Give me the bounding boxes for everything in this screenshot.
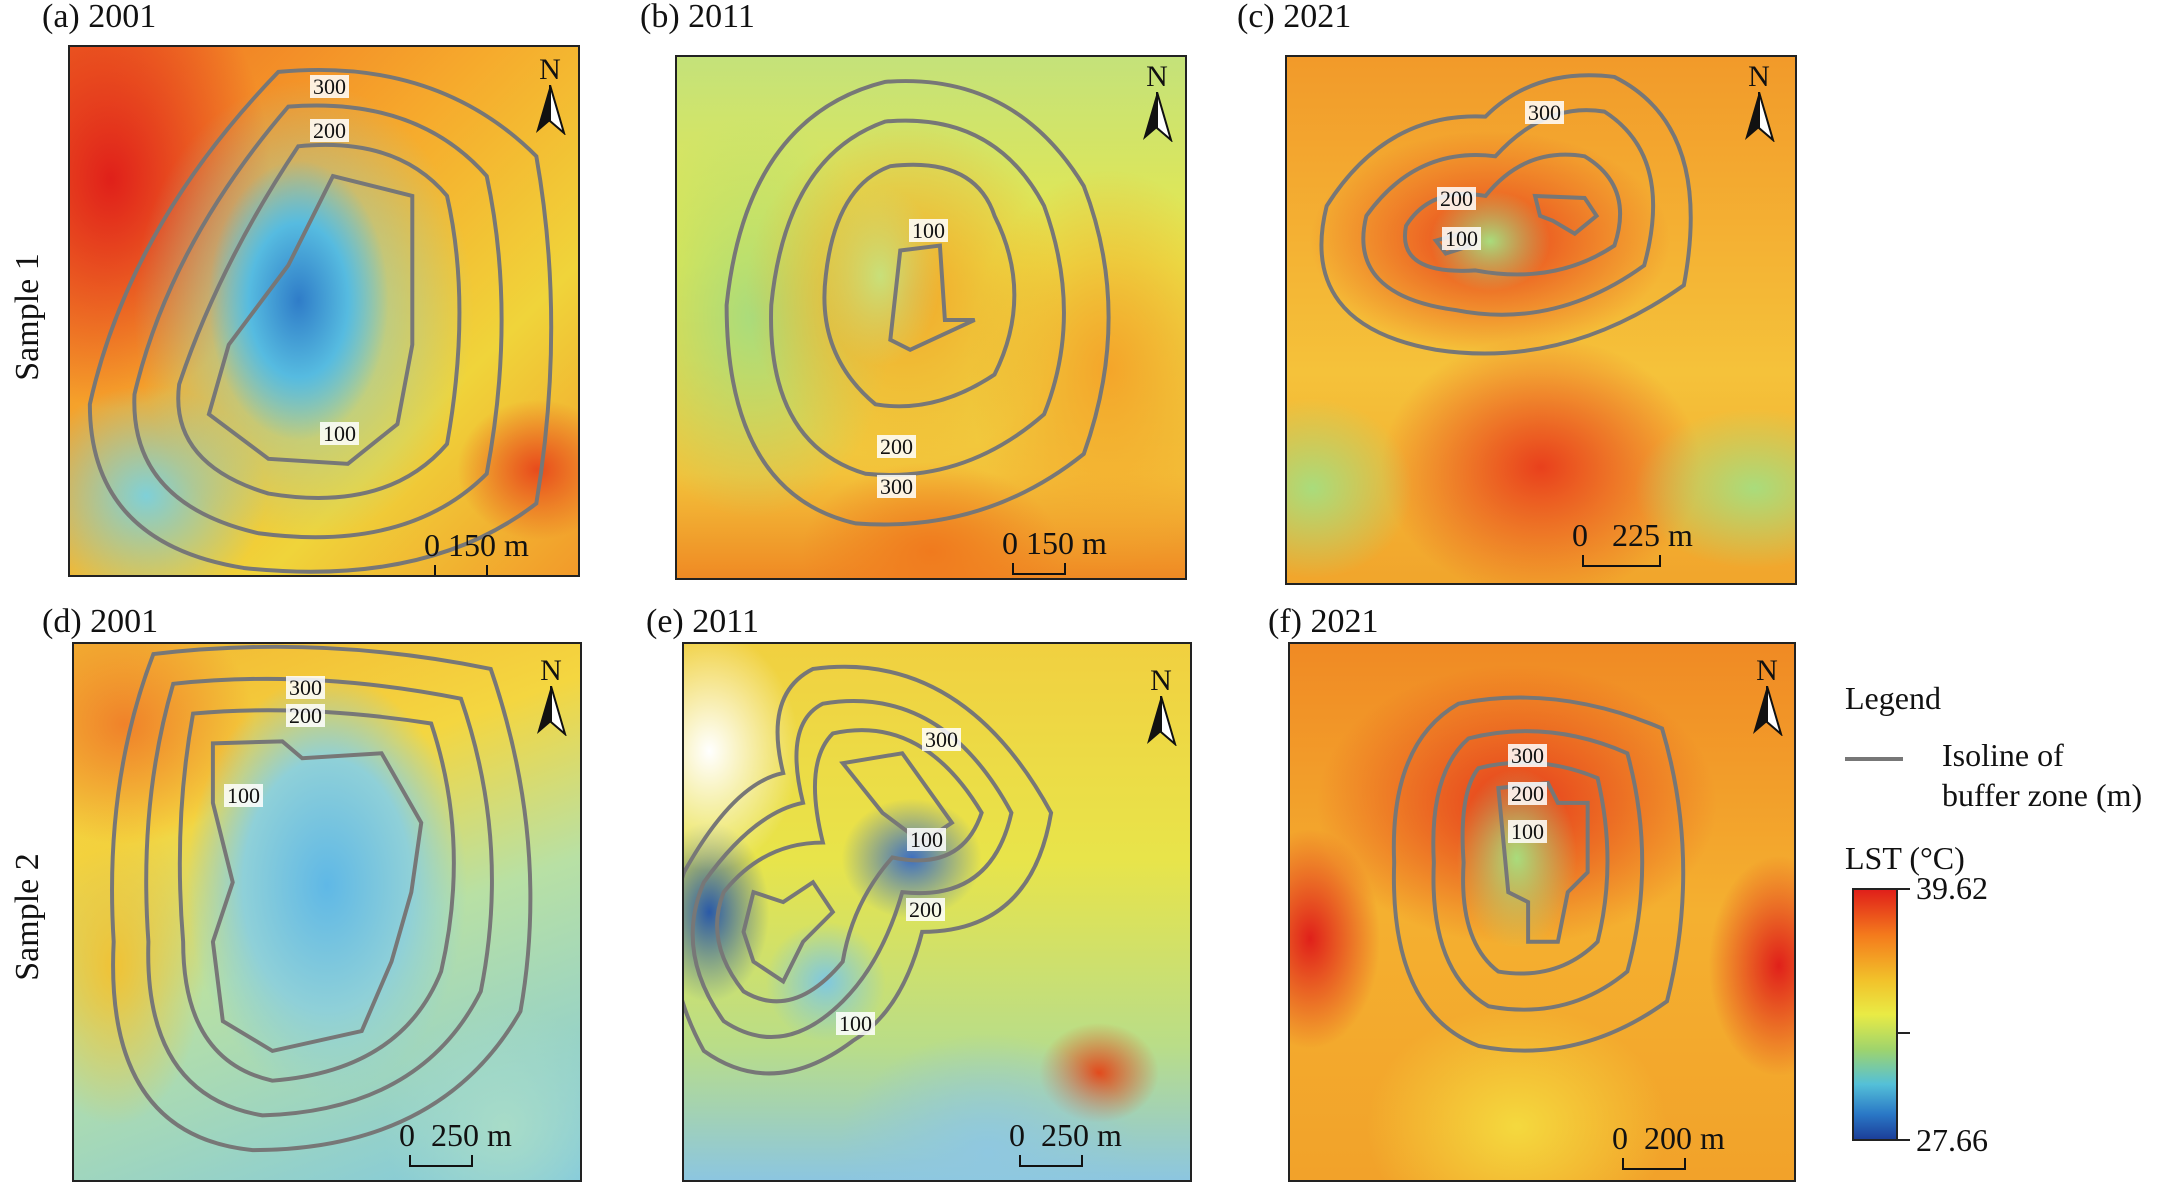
isoline-400-f — [1391, 695, 1686, 1053]
lst-colorbar — [1852, 888, 1898, 1141]
scale-bar-c: 0 225 m — [1572, 519, 1693, 567]
isoline-label-300-d: 300 — [286, 676, 325, 699]
north-arrow-icon — [1147, 695, 1177, 747]
map-panel-d: 300 200 100 N 0 250 m — [72, 642, 582, 1182]
map-panel-e: 300 100 200 100 N 0 250 m — [682, 642, 1192, 1182]
isoline-label-200-a: 200 — [310, 119, 349, 142]
map-panel-c: 300 200 100 N 0 225 m — [1285, 55, 1797, 585]
panel-f-title: (f) 2021 — [1268, 603, 1379, 640]
isoline-label-300-c: 300 — [1525, 101, 1564, 124]
panel-c-title: (c) 2021 — [1237, 0, 1352, 35]
north-arrow-icon — [1745, 91, 1775, 143]
isoline-label-200-f: 200 — [1508, 782, 1547, 805]
isoline-300-a — [132, 103, 504, 540]
colorbar-tick-max — [1898, 888, 1910, 890]
isoline-300-f — [1431, 729, 1645, 1012]
north-arrow-b: N — [1135, 62, 1179, 143]
row-label-sample-2: Sample 2 — [9, 853, 46, 981]
panel-b-title: (b) 2011 — [640, 0, 755, 35]
scale-bar-d: 0 250 m — [399, 1119, 512, 1167]
panel-d-title: (d) 2001 — [42, 603, 159, 640]
lst-max-label: 39.62 — [1916, 870, 1988, 906]
lst-min-label: 27.66 — [1916, 1122, 1988, 1158]
north-arrow-icon — [536, 84, 566, 136]
isoline-100e-2 — [741, 879, 836, 985]
scale-bar-b: 0 150 m — [1002, 527, 1107, 575]
isoline-200e — [715, 728, 984, 1004]
isoline-label-300-e: 300 — [922, 728, 961, 751]
isoline-label-300-f: 300 — [1508, 744, 1547, 767]
isoline-300-d — [144, 676, 494, 1118]
isolines-a — [87, 67, 554, 574]
colorbar-tick-mid — [1898, 1032, 1910, 1034]
isoline-300e — [690, 699, 1014, 1039]
isoline-label-200-b: 200 — [877, 435, 916, 458]
isolines-c — [1319, 73, 1693, 356]
colorbar-tick-min — [1898, 1139, 1910, 1141]
isoline-label-100-d: 100 — [224, 784, 263, 807]
north-arrow-e: N — [1139, 666, 1183, 747]
legend-isoline-swatch — [1845, 757, 1903, 761]
scale-bar-a: 0 150 m — [424, 529, 529, 575]
isoline-400-a — [87, 67, 554, 574]
lst-title: LST (°C) — [1845, 840, 1965, 876]
isoline-label-200-c: 200 — [1437, 187, 1476, 210]
isoline-label-100b-e: 100 — [836, 1012, 875, 1035]
isoline-label-200-d: 200 — [286, 704, 325, 727]
row-label-sample-1: Sample 1 — [9, 253, 46, 381]
isoline-label-100-b: 100 — [909, 219, 948, 242]
isoline-100-d — [210, 739, 424, 1054]
isoline-100-b — [888, 243, 976, 352]
isoline-200-d — [177, 708, 456, 1083]
legend-isoline-line1: Isoline of — [1942, 737, 2064, 773]
isoline-200-a — [176, 142, 462, 500]
isoline-200-b — [822, 162, 1017, 409]
legend-isoline-line2: buffer zone (m) — [1942, 777, 2143, 813]
isoline-label-300-b: 300 — [877, 475, 916, 498]
isoline-label-100-e: 100 — [907, 828, 946, 851]
north-arrow-icon — [537, 685, 567, 737]
panel-e-title: (e) 2011 — [646, 603, 759, 640]
isoline-label-100-c: 100 — [1442, 227, 1481, 250]
isoline-400-c — [1319, 73, 1693, 356]
legend-title: Legend — [1845, 680, 1941, 716]
north-arrow-d: N — [529, 656, 573, 737]
isoline-100-f — [1496, 780, 1590, 944]
scale-bar-f: 0 200 m — [1612, 1122, 1725, 1170]
north-arrow-a: N — [528, 55, 572, 136]
isoline-label-100-f: 100 — [1508, 820, 1547, 843]
isolines-d — [110, 644, 533, 1153]
map-panel-f: 300 200 100 N 0 200 m — [1288, 642, 1796, 1182]
scale-bar-e: 0 250 m — [1009, 1119, 1122, 1167]
map-panel-b: 100 200 300 N 0 150 m — [675, 55, 1187, 580]
isoline-400-d — [110, 644, 533, 1153]
isoline-400-b — [724, 79, 1111, 527]
isoline-200-c — [1403, 152, 1623, 277]
north-arrow-c: N — [1737, 62, 1781, 143]
isoline-100-a — [206, 173, 415, 466]
map-panel-a: 300 200 100 N 0 150 m — [68, 45, 580, 577]
isoline-label-200-e: 200 — [906, 898, 945, 921]
north-arrow-f: N — [1745, 656, 1789, 737]
isoline-300-c — [1361, 108, 1656, 317]
isolines-b — [724, 79, 1111, 527]
legend-isoline-label: Isoline of buffer zone (m) — [1942, 735, 2142, 815]
panel-a-title: (a) 2001 — [42, 0, 157, 35]
isoline-400e — [684, 664, 1054, 1076]
isoline-label-100-a: 100 — [320, 422, 359, 445]
isoline-200-f — [1460, 760, 1610, 976]
isoline-300-b — [769, 118, 1066, 477]
north-arrow-icon — [1753, 685, 1783, 737]
isoline-label-300-a: 300 — [310, 75, 349, 98]
isolines-f — [1391, 695, 1686, 1053]
north-arrow-icon — [1143, 91, 1173, 143]
